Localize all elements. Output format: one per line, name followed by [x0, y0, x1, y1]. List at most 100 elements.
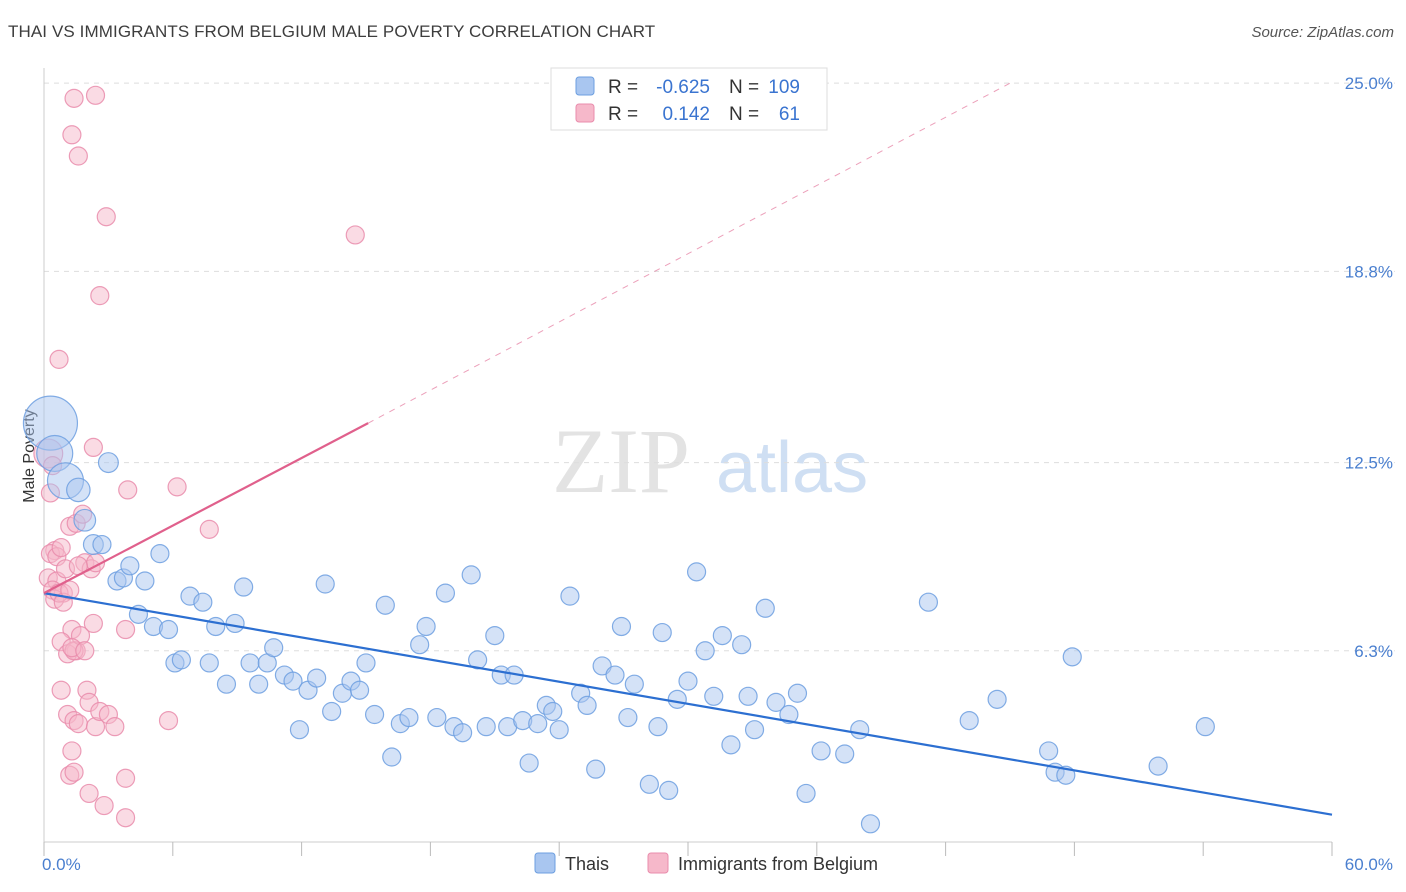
thai-point [1039, 741, 1059, 761]
thai-point [577, 695, 597, 716]
belgium-point [345, 225, 365, 245]
thai-point [307, 668, 327, 688]
series-belgium-points [33, 85, 365, 828]
thai-point [171, 650, 191, 670]
thai-point [618, 707, 638, 728]
belgium-point [51, 680, 71, 700]
x-tick-label-end: 60.0% [1345, 855, 1393, 874]
trend-lines [43, 82, 1333, 816]
thai-point [364, 704, 385, 725]
y-tick-label: 6.3% [1354, 642, 1393, 661]
thai-point [543, 701, 563, 722]
thai-point [586, 759, 606, 779]
legend-n-value-belgium: 61 [779, 104, 800, 125]
thai-point [416, 616, 436, 637]
thai-point [549, 720, 569, 740]
thai-point [234, 577, 254, 597]
thai-point [206, 616, 226, 637]
thai-point [987, 689, 1007, 709]
bottom-legend: Thais Immigrants from Belgium [534, 852, 878, 874]
thai-point [427, 707, 447, 728]
source-label: Source: ZipAtlas.com [1251, 24, 1394, 41]
thai-point [766, 692, 786, 712]
thai-point [860, 814, 881, 834]
thai-point [135, 571, 155, 591]
chart-title: THAI VS IMMIGRANTS FROM BELGIUM MALE POV… [8, 22, 656, 41]
thai-point [225, 613, 245, 634]
thai-point [678, 671, 698, 691]
thai-point [476, 717, 496, 737]
belgium-point [118, 480, 138, 500]
bottom-legend-label-belgium: Immigrants from Belgium [678, 854, 878, 874]
thai-point [639, 774, 659, 794]
thai-point [92, 534, 112, 555]
belgium-point [83, 437, 103, 458]
legend-swatch-thai [575, 76, 595, 96]
belgium-point [51, 537, 71, 558]
belgium-point [105, 717, 125, 737]
thai-point [485, 625, 505, 646]
thai-point [410, 635, 430, 655]
legend-n-value-thai: 109 [768, 77, 800, 98]
belgium-point [199, 519, 219, 539]
belgium-point [96, 207, 116, 227]
legend-r-value-belgium: 0.142 [662, 104, 710, 125]
belgium-point [158, 710, 179, 731]
legend-r-label-thai: R = [608, 77, 638, 98]
belgium-point [90, 286, 110, 306]
watermark-atlas: atlas [716, 428, 868, 508]
thai-point [850, 720, 870, 740]
thai-point [704, 686, 724, 706]
thai-point [240, 653, 260, 673]
belgium-point [115, 768, 136, 788]
belgium-point [167, 477, 187, 497]
thai-point [315, 574, 335, 594]
legend-swatch-belgium [575, 103, 595, 123]
thai-point [732, 635, 752, 655]
thai-point [150, 544, 170, 564]
x-tick-label-start: 0.0% [42, 855, 81, 874]
watermark-zip: ZIP [552, 410, 690, 512]
thai-point [560, 586, 580, 606]
belgium-trend-line [43, 422, 369, 595]
belgium-point [49, 349, 69, 369]
belgium-point [68, 146, 88, 166]
belgium-trend-extension [367, 82, 1011, 424]
thai-point [605, 665, 625, 685]
thai-point [461, 565, 481, 585]
thai-point [1195, 717, 1215, 737]
y-tick-labels: 6.3% 12.5% 18.8% 25.0% [1345, 74, 1393, 661]
bottom-legend-swatch-thai [534, 852, 556, 874]
thai-point [811, 741, 831, 761]
thai-point [686, 562, 707, 582]
thai-point [721, 735, 741, 755]
belgium-point [79, 783, 99, 804]
y-tick-label: 18.8% [1345, 262, 1393, 281]
thai-point [216, 674, 237, 694]
thai-trend-line [43, 592, 1333, 816]
thai-point [435, 583, 456, 603]
thai-point [796, 783, 816, 804]
thai-point [918, 592, 939, 612]
thai-point [1148, 756, 1168, 776]
thai-point [382, 747, 402, 767]
thai-point [787, 683, 808, 703]
thai-point [712, 625, 732, 646]
y-tick-label: 12.5% [1345, 454, 1393, 473]
thai-point [959, 710, 979, 731]
belgium-point [115, 619, 136, 640]
thai-point [468, 650, 488, 670]
belgium-point [62, 741, 82, 761]
thai-point [652, 622, 672, 643]
x-ticks [43, 842, 1333, 856]
belgium-point [64, 88, 84, 108]
thai-point [249, 674, 269, 694]
belgium-point [75, 641, 95, 661]
thai-point [453, 723, 473, 743]
thai-point [375, 595, 395, 615]
thai-point [264, 638, 284, 658]
thai-point [528, 714, 548, 734]
thai-point [779, 704, 799, 725]
bottom-legend-swatch-belgium [647, 852, 669, 874]
